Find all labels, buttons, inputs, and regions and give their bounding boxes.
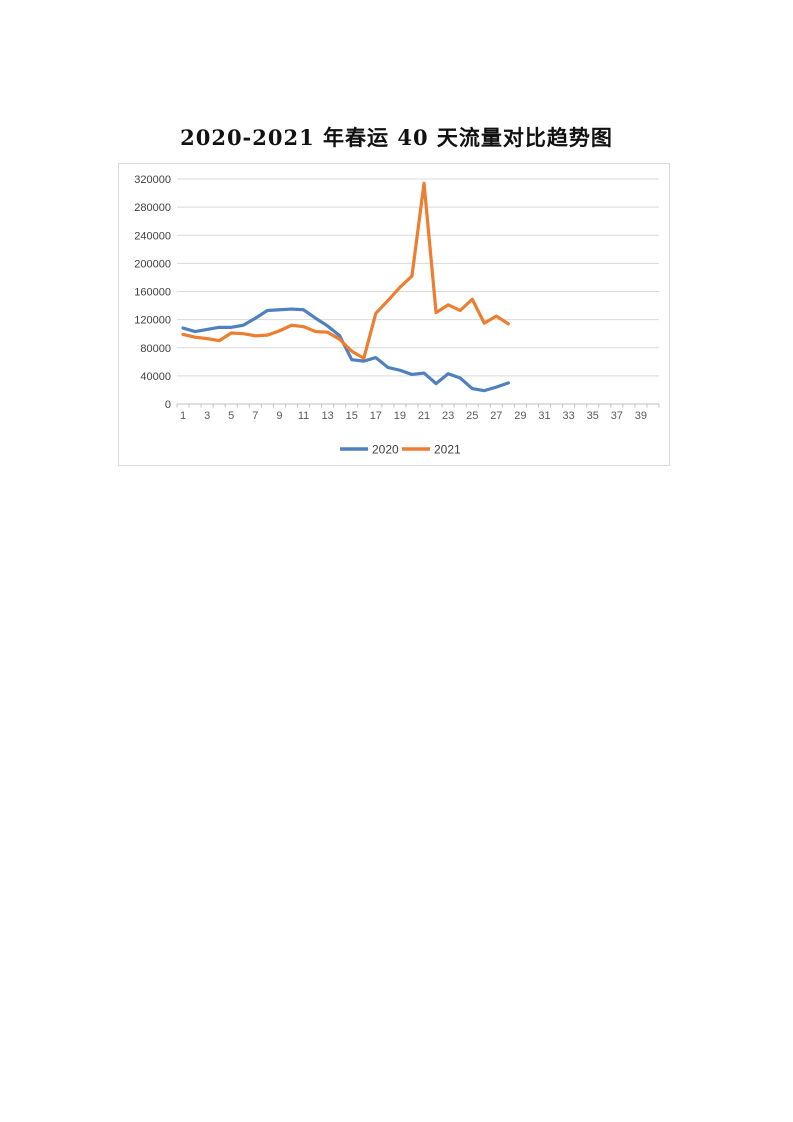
x-tick-label: 23 xyxy=(442,410,454,422)
line-chart: 0 40000 80000 120000 160000 200000 240000 28000… xyxy=(134,174,660,457)
chart-title: 2020-2021 年春运 40 天流量对比趋势图 xyxy=(180,125,613,150)
legend-label-2021: 2021 xyxy=(434,443,461,457)
x-tick-label: 7 xyxy=(252,410,258,422)
x-tick-label: 11 xyxy=(298,410,309,422)
x-tick-label: 9 xyxy=(276,410,282,422)
x-tick-label: 15 xyxy=(346,410,358,422)
x-tick-label: 27 xyxy=(490,410,502,422)
x-tick-label: 39 xyxy=(635,410,647,422)
x-tick-label: 17 xyxy=(370,410,382,422)
x-tick-label: 33 xyxy=(563,410,575,422)
x-tick-label: 5 xyxy=(228,410,234,422)
y-tick-label: 280000 xyxy=(134,202,171,214)
x-tick-label: 3 xyxy=(204,410,210,422)
y-tick-label: 120000 xyxy=(134,315,171,327)
x-tick-label: 29 xyxy=(514,410,526,422)
x-tick-label: 35 xyxy=(587,410,599,422)
x-tick-label: 19 xyxy=(394,410,406,422)
y-tick-label: 0 xyxy=(165,399,171,411)
legend-label-2020: 2020 xyxy=(372,443,399,457)
series-line-2021 xyxy=(181,181,510,360)
y-tick-label: 40000 xyxy=(140,371,171,383)
chart-frame: 0 40000 80000 120000 160000 200000 240000 28000… xyxy=(118,163,670,466)
x-tick-label: 21 xyxy=(418,410,430,422)
y-tick-label: 320000 xyxy=(134,174,171,186)
x-tick-label: 1 xyxy=(180,410,186,422)
y-tick-label: 200000 xyxy=(134,258,171,270)
x-tick-label: 25 xyxy=(466,410,478,422)
x-tick-label: 31 xyxy=(538,410,550,422)
y-tick-label: 240000 xyxy=(134,230,171,242)
y-tick-label: 80000 xyxy=(140,343,171,355)
x-tick-label: 37 xyxy=(611,410,623,422)
series-line-2020 xyxy=(181,307,510,393)
x-tick-label: 13 xyxy=(322,410,334,422)
y-tick-label: 160000 xyxy=(134,287,171,299)
